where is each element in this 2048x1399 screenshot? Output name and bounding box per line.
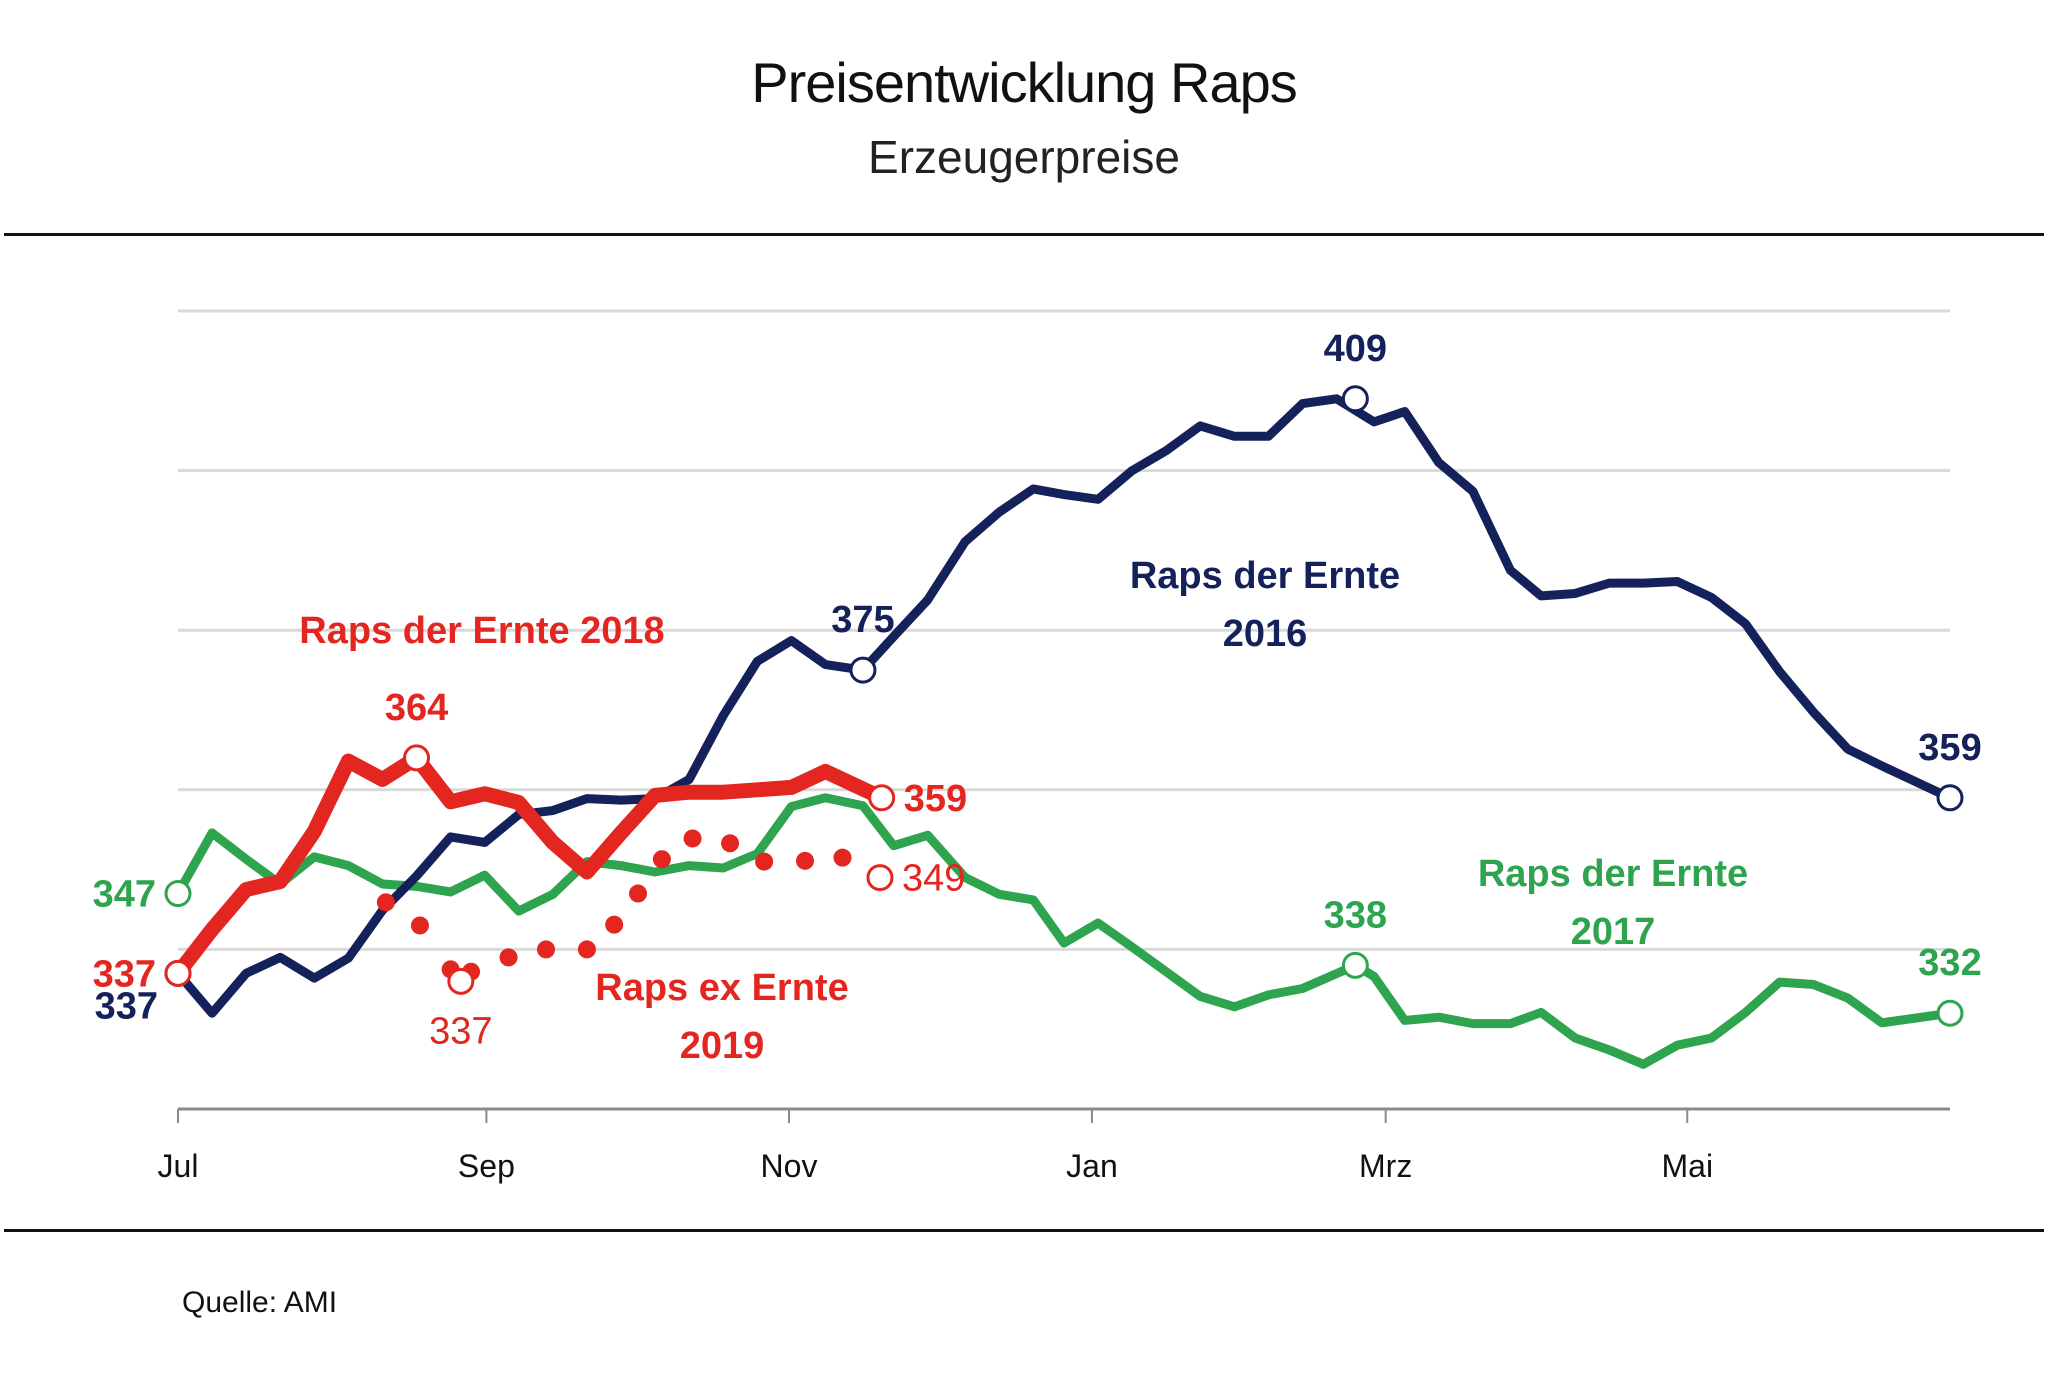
x-tick-label: Mai bbox=[1661, 1148, 1713, 1184]
raps-ex-ernte-2019-dot bbox=[721, 834, 740, 853]
raps-ex-ernte-2019-dot bbox=[652, 850, 671, 869]
chart-title: Preisentwicklung Raps bbox=[751, 51, 1297, 114]
raps-der-ernte-2018-name-label: Raps der Ernte 2018 bbox=[299, 610, 664, 652]
x-tick-label: Mrz bbox=[1359, 1148, 1412, 1184]
raps-ex-ernte-2019-dot bbox=[577, 940, 596, 959]
raps-der-ernte-2016-marker bbox=[1936, 784, 1964, 812]
raps-der-ernte-2017-value-label: 332 bbox=[1918, 942, 1981, 984]
raps-der-ernte-2016-marker bbox=[849, 656, 877, 684]
raps-ex-ernte-2019-name-label: 2019 bbox=[680, 1025, 765, 1067]
raps-der-ernte-2018-line bbox=[170, 750, 890, 981]
raps-der-ernte-2017-value-label: 338 bbox=[1324, 894, 1387, 936]
raps-der-ernte-2018-value-label: 337 bbox=[93, 953, 156, 995]
raps-ex-ernte-2019-dot bbox=[755, 852, 774, 871]
raps-der-ernte-2017-marker bbox=[164, 880, 192, 908]
x-axis: Jul Sep Nov Jan Mrz Mai bbox=[158, 1107, 1950, 1184]
raps-ex-ernte-2019-dot bbox=[410, 916, 429, 935]
raps-der-ernte-2017-name-label: 2017 bbox=[1571, 911, 1656, 953]
raps-der-ernte-2018-value-label: 359 bbox=[904, 778, 967, 820]
chart-subtitle: Erzeugerpreise bbox=[868, 131, 1180, 183]
raps-der-ernte-2018-marker bbox=[164, 959, 192, 987]
raps-der-ernte-2017-value-label: 347 bbox=[93, 874, 156, 916]
raps-der-ernte-2017-marker bbox=[1341, 951, 1369, 979]
x-tick-label: Nov bbox=[761, 1148, 818, 1184]
raps-der-ernte-2018-marker bbox=[403, 744, 431, 772]
data-labels: 337 375 409 359 347 338 332 337 364 359 337 349 Raps… bbox=[93, 328, 1982, 1067]
raps-der-ernte-2016-name-label: 2016 bbox=[1223, 613, 1308, 655]
raps-der-ernte-2017-name-label: Raps der Ernte bbox=[1478, 853, 1748, 895]
raps-der-ernte-2018-value-label: 364 bbox=[385, 687, 448, 729]
raps-der-ernte-2017-line bbox=[173, 793, 1955, 1069]
gridlines bbox=[178, 309, 1950, 951]
x-tick-label: Sep bbox=[458, 1148, 515, 1184]
raps-der-ernte-2016-line bbox=[173, 394, 1955, 1018]
bottom-divider bbox=[4, 1229, 2044, 1232]
raps-der-ernte-2018-marker bbox=[868, 784, 896, 812]
raps-der-ernte-2016-value-label: 337 bbox=[95, 985, 158, 1027]
raps-ex-ernte-2019-dot bbox=[605, 915, 624, 934]
raps-der-ernte-2016-value-label: 375 bbox=[831, 599, 894, 641]
source-note: Quelle: AMI bbox=[182, 1286, 338, 1319]
raps-ex-ernte-2019-dot bbox=[537, 940, 556, 959]
raps-der-ernte-2016-name-label: Raps der Ernte bbox=[1130, 555, 1400, 597]
top-divider bbox=[4, 233, 2044, 236]
raps-ex-ernte-2019-marker bbox=[866, 864, 894, 892]
x-tick-label: Jan bbox=[1066, 1148, 1118, 1184]
x-tick-label: Jul bbox=[158, 1148, 199, 1184]
raps-ex-ernte-2019-dot bbox=[376, 893, 395, 912]
raps-ex-ernte-2019-dot bbox=[683, 829, 702, 848]
raps-ex-ernte-2019-value-label: 337 bbox=[429, 1010, 492, 1052]
series-markers bbox=[164, 385, 1964, 1027]
raps-ex-ernte-2019-dot bbox=[499, 948, 518, 967]
raps-der-ernte-2016-value-label: 359 bbox=[1918, 727, 1981, 769]
raps-der-ernte-2017-marker bbox=[1936, 999, 1964, 1027]
raps-ex-ernte-2019-dot bbox=[629, 884, 648, 903]
series-lines bbox=[170, 394, 1955, 1069]
raps-ex-ernte-2019-name-label: Raps ex Ernte bbox=[595, 967, 848, 1009]
raps-ex-ernte-2019-marker bbox=[447, 967, 475, 995]
raps-ex-ernte-2019-dot bbox=[833, 848, 852, 867]
raps-ex-ernte-2019-value-label: 349 bbox=[902, 858, 965, 900]
raps-der-ernte-2016-marker bbox=[1341, 385, 1369, 413]
raps-ex-ernte-2019-dot bbox=[796, 851, 815, 870]
raps-der-ernte-2016-value-label: 409 bbox=[1324, 328, 1387, 370]
